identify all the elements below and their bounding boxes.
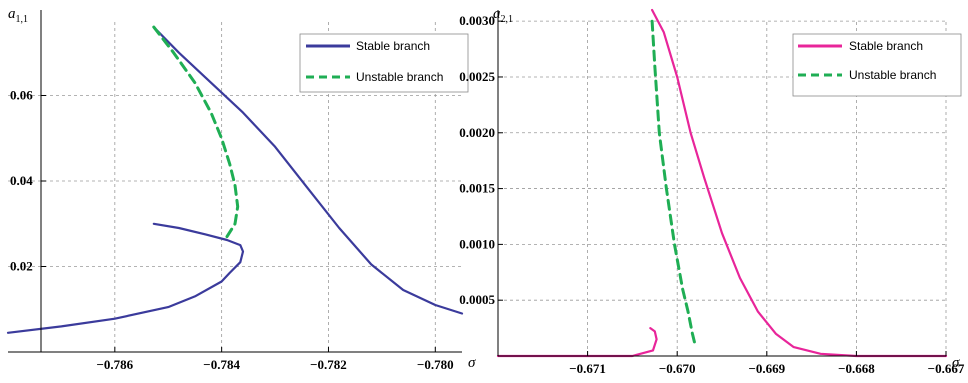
legend-label-unstable: Unstable branch [356, 70, 443, 84]
y-axis-label: a2,1 [493, 6, 513, 25]
x-tick-label: −0.670 [659, 361, 696, 376]
y-tick-label: 0.0010 [459, 236, 495, 251]
curves [6, 25, 464, 334]
unstable-branch-line-1 [152, 25, 240, 239]
stable-branch-line-1 [6, 222, 245, 334]
y-tick-label: 0.0030 [459, 13, 495, 28]
y-tick-label: 0.0015 [459, 181, 495, 196]
legend-box [792, 33, 962, 97]
stable-branch-line-2 [152, 26, 464, 315]
y-tick-label: 0.0020 [459, 125, 495, 140]
y-tick-label: 0.0025 [459, 69, 495, 84]
x-axis-label: σ [468, 355, 476, 371]
stable-branch-line-1 [496, 327, 658, 358]
y-axis-label: a1,1 [8, 6, 28, 25]
axes [8, 10, 462, 353]
chart-a11: −0.786 −0.784 −0.782 −0.780 0.02 0.04 0.06 a1,… [6, 6, 476, 373]
legend: Stable branch Unstable branch [792, 33, 962, 97]
chart-a21: −0.671 −0.670 −0.669 −0.668 −0.667 0.0005 0.00… [459, 6, 965, 376]
unstable-branch-line-1 [650, 19, 697, 347]
axes [497, 10, 947, 357]
legend-label-stable: Stable branch [849, 39, 923, 53]
tick-labels: −0.671 −0.670 −0.669 −0.668 −0.667 0.0005 0.00… [459, 13, 965, 376]
x-tick-label: −0.671 [569, 361, 606, 376]
legend-label-stable: Stable branch [356, 39, 430, 53]
legend: Stable branch Unstable branch [299, 33, 469, 93]
x-tick-label: −0.668 [838, 361, 875, 376]
x-tick-label: −0.780 [417, 357, 454, 372]
legend-box [299, 33, 469, 93]
y-tick-label: 0.0005 [459, 292, 495, 307]
y-tick-label: 0.02 [10, 259, 33, 274]
legend-label-unstable: Unstable branch [849, 68, 936, 82]
x-tick-label: −0.667 [928, 361, 965, 376]
x-tick-label: −0.784 [203, 357, 240, 372]
stable-branch-line-2 [651, 8, 948, 358]
x-tick-label: −0.782 [310, 357, 347, 372]
x-axis-label: σ [952, 355, 960, 371]
tick-labels: −0.786 −0.784 −0.782 −0.780 0.02 0.04 0.06 [10, 88, 454, 373]
y-tick-label: 0.06 [10, 88, 33, 103]
x-tick-label: −0.669 [748, 361, 785, 376]
y-tick-label: 0.04 [10, 173, 33, 188]
x-tick-label: −0.786 [96, 357, 133, 372]
